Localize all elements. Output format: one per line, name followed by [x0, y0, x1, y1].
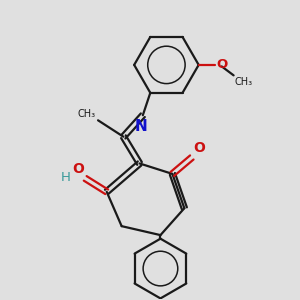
Text: CH₃: CH₃	[77, 109, 96, 119]
Text: O: O	[217, 58, 228, 71]
Text: O: O	[72, 162, 84, 176]
Text: CH₃: CH₃	[235, 77, 253, 87]
Text: O: O	[193, 141, 205, 155]
Text: H: H	[61, 171, 71, 184]
Text: N: N	[135, 119, 148, 134]
